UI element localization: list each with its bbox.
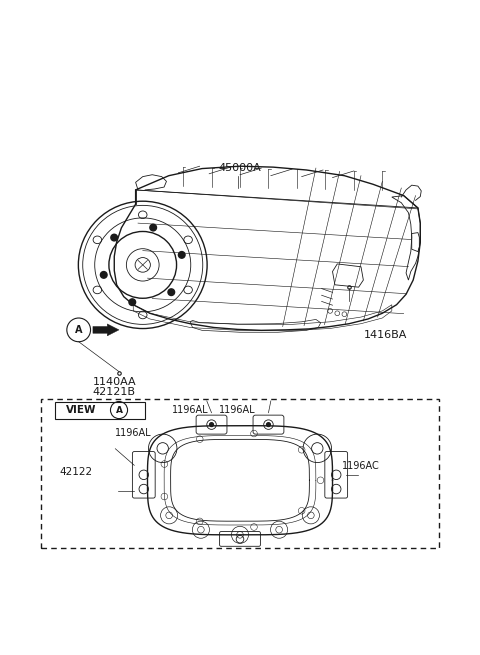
Text: 1196AC: 1196AC — [342, 461, 380, 471]
Text: 42122: 42122 — [60, 467, 93, 477]
Circle shape — [210, 422, 214, 426]
Text: VIEW: VIEW — [66, 405, 96, 415]
Circle shape — [100, 272, 107, 278]
FancyBboxPatch shape — [55, 402, 145, 419]
Polygon shape — [93, 324, 119, 336]
Text: 1196AL: 1196AL — [172, 405, 208, 415]
Text: A: A — [75, 325, 83, 335]
Circle shape — [266, 422, 270, 426]
Text: A: A — [116, 405, 122, 415]
Text: 45000A: 45000A — [218, 163, 262, 174]
Text: 1416BA: 1416BA — [363, 330, 407, 340]
Text: 42121B: 42121B — [93, 387, 136, 397]
Text: 1196AL: 1196AL — [115, 428, 152, 438]
Circle shape — [168, 289, 175, 295]
Circle shape — [111, 234, 118, 241]
Text: 1140AA: 1140AA — [93, 377, 136, 387]
Circle shape — [179, 252, 185, 258]
Circle shape — [150, 224, 156, 231]
Text: 1196AL: 1196AL — [219, 405, 256, 415]
Circle shape — [129, 299, 136, 305]
